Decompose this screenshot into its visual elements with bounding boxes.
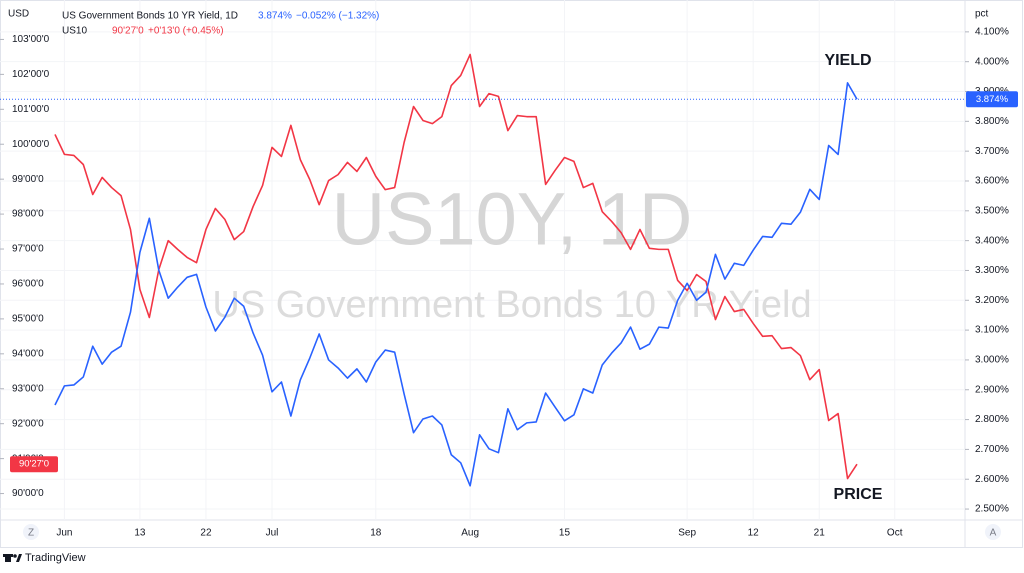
y2-tick-label: 2.800% (975, 414, 1009, 425)
y-tick-label: 90'00'0 (12, 488, 44, 499)
legend-symbol-value: 3.874% (258, 11, 292, 22)
legend-compare: US10 (62, 26, 87, 37)
y2-tick-label: 4.000% (975, 56, 1009, 67)
brand-logo (3, 554, 22, 562)
legend-compare-value: 90'27'0 (112, 26, 144, 37)
x-tick-label: 18 (370, 528, 382, 539)
y2-tick-label: 2.700% (975, 444, 1009, 455)
y2-tick-label: 3.300% (975, 265, 1009, 276)
z-button-label[interactable]: Z (28, 528, 34, 539)
z-button[interactable] (23, 524, 39, 540)
y2-tick-label: 3.100% (975, 325, 1009, 336)
y-tick-label: 98'00'0 (12, 209, 44, 220)
last-value-badge (966, 91, 1018, 108)
y-tick-label: 97'00'0 (12, 244, 44, 255)
y-tick-label: 103'00'0 (12, 34, 50, 45)
right-axis-unit: pct (975, 9, 989, 20)
legend-compare-change: +0'13'0 (+0.45%) (148, 26, 224, 37)
x-tick-label: 22 (200, 528, 212, 539)
x-tick-label: Jun (56, 528, 72, 539)
y2-tick-label: 3.700% (975, 146, 1009, 157)
y-tick-label: 93'00'0 (12, 383, 44, 394)
legend-symbol-change: −0.052% (−1.32%) (296, 11, 379, 22)
y2-tick-label: 2.900% (975, 384, 1009, 395)
x-tick-label: Aug (461, 528, 479, 539)
last-value-label: 3.874% (976, 94, 1009, 105)
y-tick-label: 92'00'0 (12, 418, 44, 429)
frame (0, 0, 1023, 548)
y2-tick-label: 3.500% (975, 205, 1009, 216)
y-tick-label: 101'00'0 (12, 104, 50, 115)
y-tick-label: 100'00'0 (12, 139, 50, 150)
y2-tick-label: 3.200% (975, 295, 1009, 306)
annotation: YIELD (824, 52, 871, 69)
a-button[interactable] (985, 524, 1001, 540)
series-line (54, 82, 858, 487)
x-tick-label: Sep (678, 528, 696, 539)
plot (54, 53, 858, 487)
grid (0, 0, 965, 520)
left-axis-unit: USD (8, 9, 29, 20)
y2-tick-label: 4.100% (975, 27, 1009, 38)
annotation: PRICE (834, 486, 883, 503)
a-button-label[interactable]: A (990, 528, 997, 539)
y-tick-label: 102'00'0 (12, 69, 50, 80)
y-tick-label: 94'00'0 (12, 348, 44, 359)
x-tick-label: Jul (266, 528, 279, 539)
y2-tick-label: 3.800% (975, 116, 1009, 127)
y2-tick-label: 3.600% (975, 176, 1009, 187)
y2-tick-label: 2.600% (975, 474, 1009, 485)
y-tick-label: 96'00'0 (12, 279, 44, 290)
last-value-label: 90'27'0 (19, 459, 49, 470)
y2-tick-label: 3.000% (975, 355, 1009, 366)
legend-symbol: US Government Bonds 10 YR Yield, 1D (62, 11, 238, 22)
x-tick-label: 13 (134, 528, 146, 539)
series-line (54, 53, 858, 480)
x-tick-label: 21 (814, 528, 826, 539)
y-tick-label: 95'00'0 (12, 314, 44, 325)
y2-tick-label: 3.400% (975, 235, 1009, 246)
x-tick-label: Oct (887, 528, 903, 539)
y2-tick-label: 2.500% (975, 504, 1009, 515)
y-tick-label: 99'00'0 (12, 174, 44, 185)
last-value-badge (10, 456, 58, 473)
brand-name: TradingView (25, 552, 86, 564)
x-tick-label: 12 (748, 528, 760, 539)
x-tick-label: 15 (559, 528, 571, 539)
